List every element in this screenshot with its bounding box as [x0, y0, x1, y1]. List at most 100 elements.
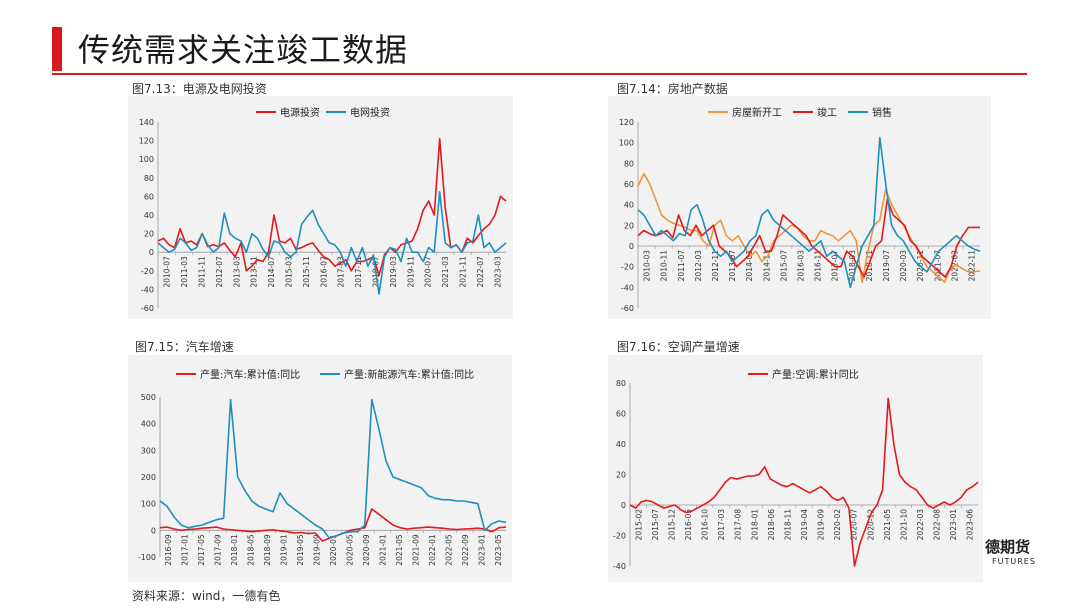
y-tick-label: 120 [139, 137, 154, 146]
x-tick-label: 2020-01 [329, 534, 338, 566]
x-tick-label: 2019-11 [406, 256, 415, 288]
x-tick-label: 2021-03 [441, 256, 450, 288]
y-tick-label: -20 [621, 263, 634, 272]
x-tick-label: 2019-03 [389, 256, 398, 288]
x-tick-label: 2012-03 [694, 250, 703, 282]
legend-label: 电网投资 [350, 106, 390, 119]
y-tick-label: 40 [144, 211, 154, 220]
y-tick-label: 20 [624, 221, 634, 230]
x-tick-label: 2015-03 [285, 256, 294, 288]
x-tick-label: 2011-11 [198, 256, 207, 288]
x-tick-label: 2016-09 [164, 534, 173, 566]
x-tick-label: 2017-08 [734, 509, 743, 541]
x-tick-label: 2014-07 [267, 256, 276, 288]
series-line [159, 398, 507, 540]
y-tick-label: 60 [624, 180, 634, 189]
legend-label: 产量:汽车:累计值:同比 [200, 368, 300, 381]
x-tick-label: 2015-02 [634, 509, 643, 541]
chart-caption: 图7.16：空调产量增速 [617, 340, 740, 354]
y-tick-label: 60 [616, 410, 626, 419]
x-tick-label: 2014-11 [762, 250, 771, 282]
y-tick-label: 300 [141, 446, 156, 455]
y-tick-label: 100 [139, 155, 154, 164]
title-divider [52, 73, 1027, 75]
y-tick-label: 140 [139, 118, 154, 127]
y-tick-label: 0 [149, 248, 154, 257]
x-tick-label: 2017-09 [214, 534, 223, 566]
x-tick-label: 2018-11 [865, 250, 874, 282]
y-tick-label: 60 [144, 192, 154, 201]
x-tick-label: 2018-11 [783, 509, 792, 541]
x-tick-label: 2018-06 [767, 509, 776, 541]
x-tick-label: 2019-04 [800, 509, 809, 541]
y-tick-label: -20 [141, 267, 154, 276]
x-tick-label: 2021-11 [459, 256, 468, 288]
x-tick-label: 2018-09 [263, 534, 272, 566]
chart-panel-real-estate: -60 -40 -20 0 20 40 60 80 100 120 2010-03 2010-11 20… [608, 96, 991, 319]
chart-real-estate: -60 -40 -20 0 20 40 60 80 100 120 2010-03 2010-11 20… [619, 106, 981, 313]
x-tick-label: 2021-09 [411, 534, 420, 566]
x-tick-label: 2010-03 [643, 250, 652, 282]
legend-label: 电源投资 [280, 106, 320, 119]
x-tick-label: 2023-06 [966, 509, 975, 541]
x-tick-label: 2020-07 [850, 509, 859, 541]
y-tick-label: 80 [144, 174, 154, 183]
y-tick-label: 0 [151, 526, 156, 535]
x-tick-label: 2019-09 [313, 534, 322, 566]
x-tick-label: 2016-03 [796, 250, 805, 282]
legend-label: 产量:空调:累计同比 [772, 368, 859, 381]
x-tick-label: 2018-05 [247, 534, 256, 566]
x-tick-label: 2016-11 [814, 250, 823, 282]
x-tick-label: 2023-01 [949, 509, 958, 541]
x-tick-label: 2022-05 [444, 534, 453, 566]
x-tick-label: 2020-07 [424, 256, 433, 288]
series-line [637, 172, 981, 283]
chart-caption: 图7.14：房地产数据 [617, 82, 728, 96]
chart-aircon-output: -40 -20 0 20 40 60 80 2015-02 2015-07 2015-12 2016… [613, 368, 979, 571]
x-tick-label: 2020-12 [866, 509, 875, 541]
y-tick-label: 120 [619, 118, 634, 127]
y-tick-label: -20 [613, 532, 626, 541]
x-tick-label: 2023-05 [494, 534, 503, 566]
x-tick-label: 2022-09 [461, 534, 470, 566]
legend-label: 竣工 [817, 106, 837, 119]
x-tick-label: 2011-07 [677, 250, 686, 282]
y-tick-label: 200 [141, 473, 156, 482]
x-tick-label: 2017-11 [354, 256, 363, 288]
y-tick-label: -40 [613, 562, 626, 571]
y-tick-label: 80 [624, 159, 634, 168]
y-tick-label: 400 [141, 420, 156, 429]
chart-panel-auto: -100 0 100 200 300 400 500 2016-09 2017-01 2017-0… [128, 355, 512, 582]
x-tick-label: 2021-07 [933, 250, 942, 282]
x-tick-label: 2017-01 [181, 534, 190, 566]
x-tick-label: 2013-11 [250, 256, 259, 288]
x-tick-label: 2022-01 [428, 534, 437, 566]
x-tick-label: 2014-03 [745, 250, 754, 282]
x-tick-label: 2015-11 [302, 256, 311, 288]
x-tick-label: 2016-10 [701, 509, 710, 541]
x-tick-label: 2023-03 [493, 256, 502, 288]
company-logo: 德期货 [985, 538, 1031, 556]
x-tick-label: 2022-03 [916, 509, 925, 541]
series-line [157, 137, 507, 277]
x-tick-label: 2022-11 [967, 250, 976, 282]
chart-caption: 图7.13：电源及电网投资 [132, 82, 267, 96]
x-tick-label: 2021-10 [899, 509, 908, 541]
x-tick-label: 2010-11 [660, 250, 669, 282]
x-tick-label: 2020-05 [345, 534, 354, 566]
y-tick-label: -40 [141, 285, 154, 294]
x-tick-label: 2019-09 [817, 509, 826, 541]
chart-panel-aircon: -40 -20 0 20 40 60 80 2015-02 2015-07 2015-12 2016… [608, 355, 983, 582]
x-tick-label: 2017-05 [197, 534, 206, 566]
y-tick-label: 100 [619, 139, 634, 148]
x-tick-label: 2019-05 [296, 534, 305, 566]
y-tick-label: 40 [624, 201, 634, 210]
x-tick-label: 2015-12 [667, 509, 676, 541]
y-tick-label: -60 [141, 304, 154, 313]
y-tick-label: 20 [144, 230, 154, 239]
y-tick-label: -60 [621, 304, 634, 313]
series-line [157, 191, 507, 295]
x-tick-label: 2020-03 [899, 250, 908, 282]
x-tick-label: 2022-07 [476, 256, 485, 288]
y-tick-label: 40 [616, 440, 626, 449]
